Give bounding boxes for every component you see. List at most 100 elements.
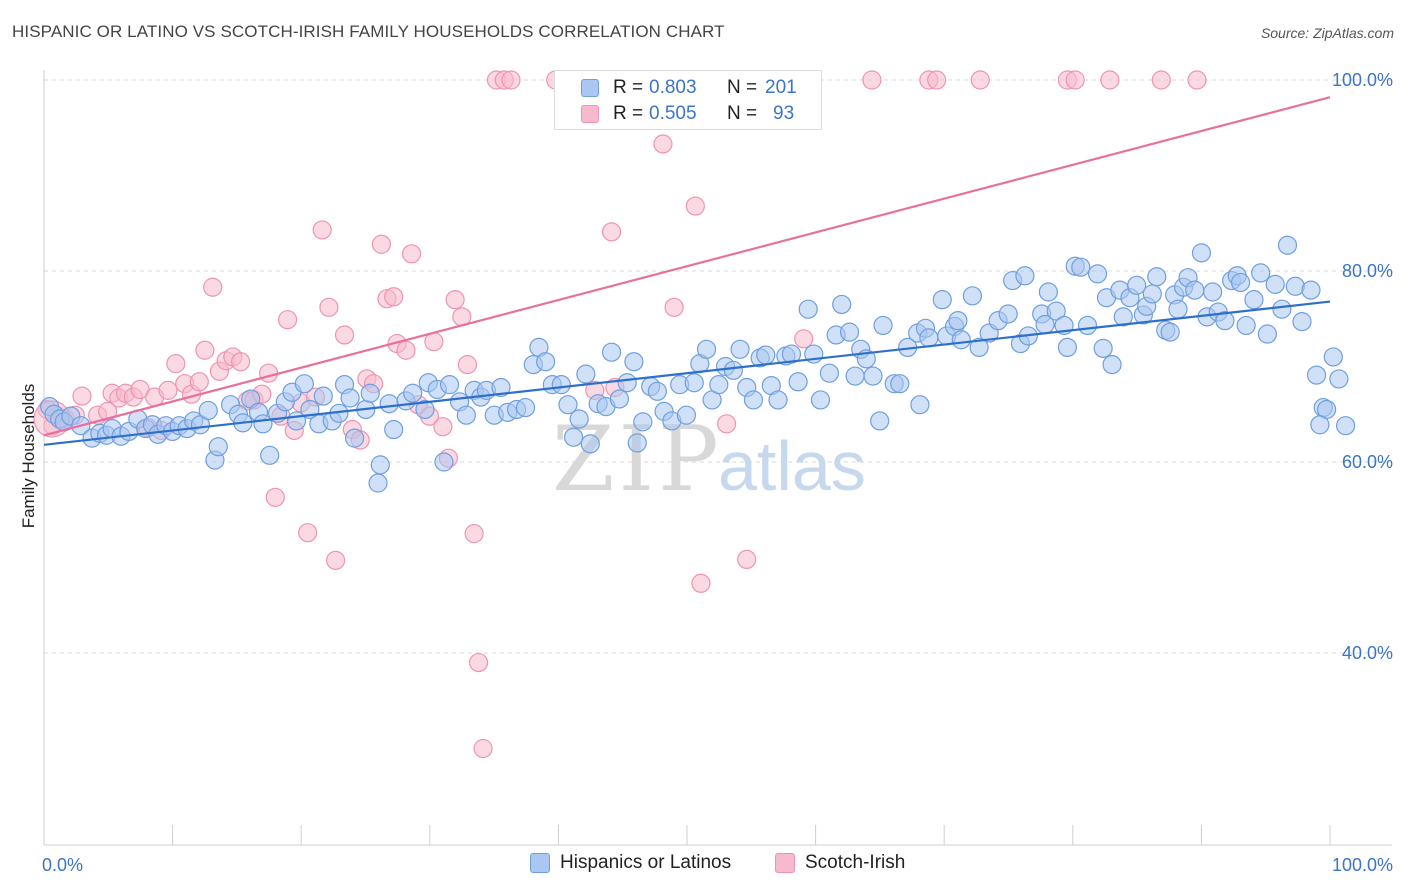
hispanic-point — [1244, 290, 1264, 310]
hispanic-point — [1251, 263, 1271, 283]
hispanic-point — [998, 304, 1018, 324]
scotch-irish-point — [158, 380, 178, 400]
scotch-irish-point — [457, 354, 478, 375]
hispanic-point — [360, 383, 380, 403]
r-label: R = — [613, 77, 644, 98]
hispanic-point — [1323, 347, 1343, 367]
scotch-irish-point — [445, 290, 465, 310]
legend-label: Scotch-Irish — [805, 852, 906, 873]
hispanic-point — [832, 294, 852, 315]
hispanic-point — [932, 290, 952, 310]
hispanic-swatch — [581, 79, 599, 97]
hispanic-point — [839, 322, 860, 342]
hispanic-point — [1142, 284, 1162, 304]
scotch-irish-point — [653, 134, 673, 154]
hispanic-point — [819, 363, 840, 383]
hispanic-point — [1087, 264, 1108, 284]
scotch-irish-point — [685, 196, 705, 216]
scotch-swatch — [581, 105, 599, 123]
hispanic-point — [491, 377, 511, 398]
scotch-irish-point — [862, 70, 882, 90]
hispanic-point — [948, 311, 968, 331]
hispanic-point — [756, 345, 776, 365]
scotch-irish-point — [794, 329, 814, 349]
hispanic-point — [1160, 322, 1180, 342]
hispanic-point — [1272, 299, 1292, 319]
hispanic-point — [1168, 299, 1188, 319]
y-tick-label: 40.0% — [1342, 643, 1393, 663]
scotch-irish-point — [334, 325, 355, 345]
scotch-irish-point — [231, 352, 251, 372]
hispanic-point — [1057, 337, 1077, 357]
hispanic-point — [1329, 369, 1349, 389]
hispanic-point — [730, 339, 750, 359]
hispanic-point — [1306, 365, 1327, 385]
scotch-irish-point — [469, 652, 489, 673]
hispanic-point — [1230, 272, 1251, 293]
hispanic-point — [208, 437, 228, 457]
hispanic-point — [1277, 235, 1298, 255]
r-value: 0.505 — [649, 103, 697, 124]
scotch-irish-point — [1187, 70, 1207, 90]
legend-label: Hispanics or Latinos — [560, 852, 732, 873]
n-label: N = — [727, 77, 758, 98]
hispanic-point — [627, 433, 647, 453]
hispanic-point — [810, 390, 831, 410]
scotch-irish-point — [927, 70, 947, 90]
hispanic-point — [563, 427, 584, 447]
hispanic-point — [1257, 324, 1277, 344]
hispanic-point — [609, 389, 629, 409]
scotch-irish-point — [189, 372, 209, 392]
hispanic-point — [788, 372, 808, 392]
hispanic-point — [515, 397, 536, 418]
scotch-irish-point — [664, 297, 684, 317]
hispanic-point — [313, 386, 333, 406]
y-tick-label: 100.0% — [1332, 70, 1393, 90]
hispanic-point — [1335, 416, 1356, 436]
hispanic-point — [384, 419, 404, 440]
hispanic-point — [962, 286, 983, 306]
scotch-irish-point — [464, 524, 484, 544]
hispanic-legend-swatch — [530, 853, 550, 873]
hispanic-point — [1015, 266, 1035, 286]
hispanic-point — [781, 344, 802, 364]
hispanic-point — [1127, 275, 1147, 295]
hispanic-point — [684, 373, 704, 393]
r-value: 0.803 — [649, 77, 697, 98]
hispanic-point — [647, 381, 667, 401]
watermark-atlas: atlas — [718, 427, 866, 505]
scotch-irish-point — [1100, 70, 1120, 90]
hispanic-point — [676, 405, 697, 425]
hispanic-point — [1236, 315, 1256, 336]
stats-legend-row-scotch: R = 0.505 N = 93 — [555, 101, 821, 127]
hispanic-point — [624, 352, 644, 372]
x-tick-label: 100.0% — [1332, 855, 1393, 875]
x-tick-labels: 0.0% 100.0% — [42, 855, 1393, 875]
hispanic-point — [969, 337, 989, 357]
hispanic-point — [1071, 257, 1091, 277]
scotch-irish-point — [970, 70, 990, 90]
hispanic-point — [379, 394, 399, 414]
hispanic-point — [340, 388, 360, 408]
hispanic-point — [569, 409, 589, 429]
hispanic-point — [910, 395, 930, 415]
n-value: 93 — [773, 103, 795, 124]
scotch-irish-point — [72, 386, 92, 406]
y-axis-label: Family Households — [19, 384, 38, 529]
hispanic-point — [919, 328, 939, 348]
hispanic-point — [370, 455, 390, 475]
n-label: N = — [727, 103, 758, 124]
hispanic-point — [1093, 338, 1113, 358]
hispanic-point — [1185, 280, 1205, 300]
hispanic-point — [1265, 274, 1285, 294]
hispanic-point — [845, 366, 865, 386]
stats-legend-row-hispanic: R = 0.803 N = 201 — [555, 75, 821, 101]
hispanic-point — [951, 330, 971, 350]
hispanic-point — [558, 395, 578, 415]
hispanic-point — [1301, 280, 1321, 300]
x-tick-label: 0.0% — [42, 855, 83, 875]
hispanic-point — [743, 390, 764, 410]
hispanic-point — [1191, 243, 1212, 263]
hispanic-point — [551, 375, 571, 395]
